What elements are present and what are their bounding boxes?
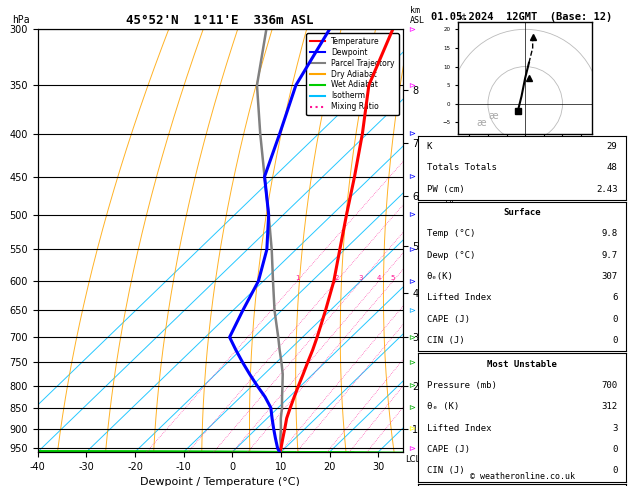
Text: ⊳: ⊳ xyxy=(408,245,416,254)
Text: 1: 1 xyxy=(295,275,299,281)
Text: kt: kt xyxy=(458,13,466,22)
Text: ⊳: ⊳ xyxy=(408,25,416,34)
Text: æ: æ xyxy=(477,118,486,128)
Text: 29: 29 xyxy=(607,142,618,151)
Text: 6: 6 xyxy=(612,294,618,302)
Text: 0: 0 xyxy=(612,445,618,454)
Text: Most Unstable: Most Unstable xyxy=(487,360,557,368)
Text: 9.7: 9.7 xyxy=(601,251,618,260)
Text: Lifted Index: Lifted Index xyxy=(426,424,491,433)
Text: 700: 700 xyxy=(601,381,618,390)
Text: ⊳: ⊳ xyxy=(408,81,416,90)
Text: 0: 0 xyxy=(612,336,618,345)
Text: 4: 4 xyxy=(377,275,381,281)
Text: 48: 48 xyxy=(607,163,618,172)
Text: Lifted Index: Lifted Index xyxy=(426,294,491,302)
Text: ⊳: ⊳ xyxy=(408,358,416,367)
Text: 3: 3 xyxy=(612,424,618,433)
X-axis label: Dewpoint / Temperature (°C): Dewpoint / Temperature (°C) xyxy=(140,477,300,486)
Text: LCL: LCL xyxy=(405,455,420,464)
Text: 0: 0 xyxy=(612,467,618,475)
Text: 0: 0 xyxy=(612,315,618,324)
Text: 312: 312 xyxy=(601,402,618,411)
Text: PW (cm): PW (cm) xyxy=(426,185,464,193)
Text: CAPE (J): CAPE (J) xyxy=(426,445,470,454)
Text: Surface: Surface xyxy=(503,208,541,217)
Text: 9.8: 9.8 xyxy=(601,229,618,238)
Text: ⊳: ⊳ xyxy=(408,277,416,286)
Text: ⊳: ⊳ xyxy=(408,444,416,452)
Text: Pressure (mb): Pressure (mb) xyxy=(426,381,496,390)
Text: hPa: hPa xyxy=(12,15,30,25)
Text: 307: 307 xyxy=(601,272,618,281)
Text: ⊳: ⊳ xyxy=(408,332,416,342)
Text: Temp (°C): Temp (°C) xyxy=(426,229,475,238)
Text: CIN (J): CIN (J) xyxy=(426,336,464,345)
Text: 2.43: 2.43 xyxy=(596,185,618,193)
Text: ⊳: ⊳ xyxy=(408,129,416,138)
Text: Dewp (°C): Dewp (°C) xyxy=(426,251,475,260)
Text: 5: 5 xyxy=(391,275,395,281)
Text: © weatheronline.co.uk: © weatheronline.co.uk xyxy=(470,472,574,481)
Text: θₑ(K): θₑ(K) xyxy=(426,272,454,281)
Text: ⊳: ⊳ xyxy=(408,403,416,412)
Text: 01.05.2024  12GMT  (Base: 12): 01.05.2024 12GMT (Base: 12) xyxy=(431,12,613,22)
Text: ⊳: ⊳ xyxy=(408,381,416,390)
Text: ⊳: ⊳ xyxy=(408,210,416,219)
Text: ⊳: ⊳ xyxy=(408,306,416,315)
Text: ⊳: ⊳ xyxy=(408,424,416,433)
Text: km
ASL: km ASL xyxy=(410,5,425,25)
Legend: Temperature, Dewpoint, Parcel Trajectory, Dry Adiabat, Wet Adiabat, Isotherm, Mi: Temperature, Dewpoint, Parcel Trajectory… xyxy=(306,33,399,115)
Text: CAPE (J): CAPE (J) xyxy=(426,315,470,324)
Text: æ: æ xyxy=(488,111,498,121)
Text: Mixing Ratio (g/kg): Mixing Ratio (g/kg) xyxy=(445,193,455,288)
Text: CIN (J): CIN (J) xyxy=(426,467,464,475)
Title: 45°52'N  1°11'E  336m ASL: 45°52'N 1°11'E 336m ASL xyxy=(126,14,314,27)
Text: Totals Totals: Totals Totals xyxy=(426,163,496,172)
Text: K: K xyxy=(426,142,432,151)
Text: ⊳: ⊳ xyxy=(408,172,416,181)
Text: 2: 2 xyxy=(334,275,338,281)
Text: θₑ (K): θₑ (K) xyxy=(426,402,459,411)
Text: 3: 3 xyxy=(359,275,363,281)
